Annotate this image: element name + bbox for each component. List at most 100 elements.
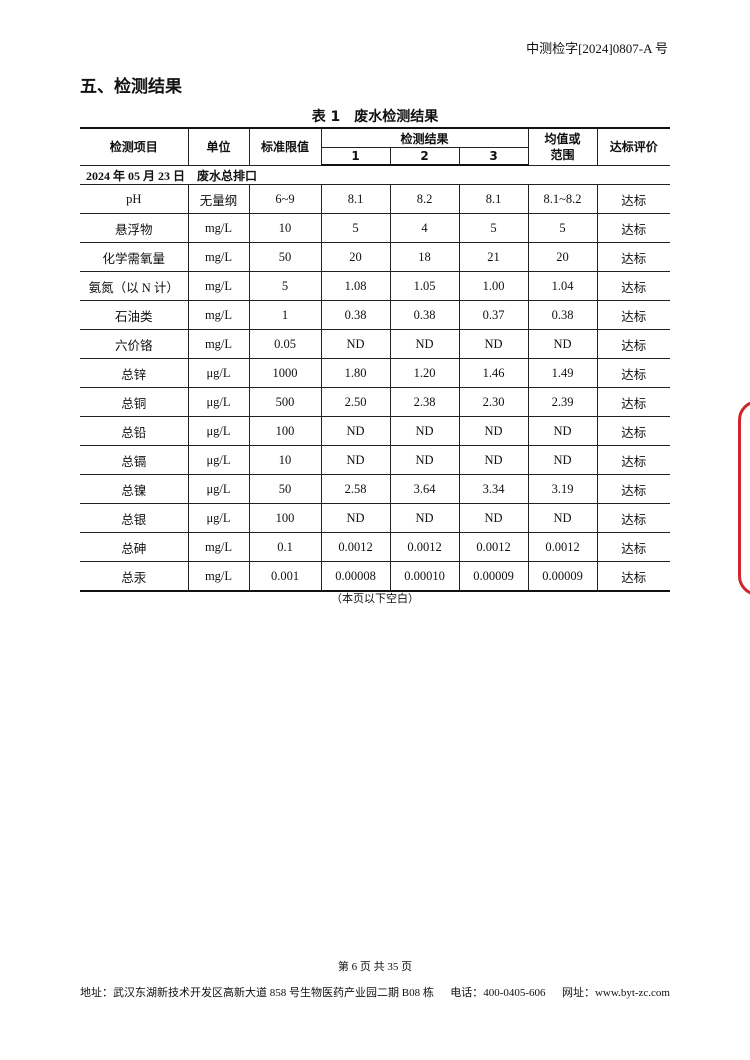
table-row: 六价铬 mg/L 0.05 ND ND ND ND 达标 — [80, 329, 670, 359]
cell-r2: 2.38 — [389, 387, 459, 417]
footer-website: 网址：www.byt-zc.com — [561, 987, 670, 999]
cell-item: 化学需氧量 — [80, 242, 188, 272]
cell-unit: 无量纲 — [187, 184, 249, 214]
page-number: 第 6 页 共 35 页 — [337, 961, 413, 973]
table-row: 总镉 μg/L 10 ND ND ND ND 达标 — [80, 445, 670, 475]
cell-unit: μg/L — [187, 416, 249, 446]
cell-unit: mg/L — [187, 561, 249, 592]
cell-unit: mg/L — [187, 242, 249, 272]
cell-limit: 50 — [248, 474, 321, 504]
cell-item: 总镉 — [80, 445, 188, 475]
cell-r3: 21 — [458, 242, 528, 272]
table-row: 总银 μg/L 100 ND ND ND ND 达标 — [80, 503, 670, 533]
cell-mean: ND — [527, 329, 597, 359]
header-r3: 3 — [458, 147, 528, 166]
cell-eval: 达标 — [596, 503, 670, 533]
cell-limit: 100 — [248, 416, 321, 446]
header-limit: 标准限值 — [248, 127, 321, 166]
header-mean: 均值或范围 — [527, 127, 597, 166]
header-item: 检测项目 — [80, 127, 188, 166]
cell-r3: 5 — [458, 213, 528, 243]
cell-r3: ND — [458, 445, 528, 475]
cell-item: 总汞 — [80, 561, 188, 592]
cell-r3: 1.00 — [458, 271, 528, 301]
cell-item: pH — [80, 184, 188, 214]
cell-mean: ND — [527, 503, 597, 533]
cell-r3: 2.30 — [458, 387, 528, 417]
cell-r1: 5 — [320, 213, 390, 243]
cell-r3: ND — [458, 503, 528, 533]
cell-r1: ND — [320, 329, 390, 359]
cell-unit: μg/L — [187, 387, 249, 417]
cell-limit: 10 — [248, 213, 321, 243]
cell-eval: 达标 — [596, 532, 670, 562]
cell-item: 六价铬 — [80, 329, 188, 359]
cell-limit: 10 — [248, 445, 321, 475]
cell-item: 氨氮（以 N 计） — [80, 271, 188, 301]
table-caption: 表 1 废水检测结果 — [311, 109, 439, 125]
cell-unit: mg/L — [187, 329, 249, 359]
cell-item: 悬浮物 — [80, 213, 188, 243]
cell-item: 石油类 — [80, 300, 188, 330]
cell-r2: 4 — [389, 213, 459, 243]
cell-unit: mg/L — [187, 271, 249, 301]
header-r2: 2 — [389, 147, 459, 166]
table-row: 氨氮（以 N 计） mg/L 5 1.08 1.05 1.00 1.04 达标 — [80, 271, 670, 301]
cell-item: 总砷 — [80, 532, 188, 562]
footer-address: 地址：武汉东湖新技术开发区高新大道 858 号生物医药产业园二期 B08 栋 — [80, 987, 434, 999]
table-row: 总镍 μg/L 50 2.58 3.64 3.34 3.19 达标 — [80, 474, 670, 504]
cell-r3: 1.46 — [458, 358, 528, 388]
cell-r1: 1.80 — [320, 358, 390, 388]
header-results: 检测结果 — [320, 127, 528, 148]
cell-limit: 1 — [248, 300, 321, 330]
cell-limit: 1000 — [248, 358, 321, 388]
cell-r1: ND — [320, 503, 390, 533]
cell-limit: 5 — [248, 271, 321, 301]
cell-r2: 8.2 — [389, 184, 459, 214]
cell-mean: 5 — [527, 213, 597, 243]
cell-r3: 3.34 — [458, 474, 528, 504]
cell-r2: ND — [389, 503, 459, 533]
cell-mean: 1.04 — [527, 271, 597, 301]
cell-r3: 0.00009 — [458, 561, 528, 592]
cell-eval: 达标 — [596, 329, 670, 359]
cell-limit: 0.05 — [248, 329, 321, 359]
cell-item: 总铜 — [80, 387, 188, 417]
cell-limit: 6~9 — [248, 184, 321, 214]
cell-r2: ND — [389, 445, 459, 475]
cell-limit: 100 — [248, 503, 321, 533]
header-unit: 单位 — [187, 127, 249, 166]
cell-r3: 8.1 — [458, 184, 528, 214]
cell-r2: ND — [389, 329, 459, 359]
cell-limit: 50 — [248, 242, 321, 272]
cell-r1: 2.50 — [320, 387, 390, 417]
header-eval: 达标评价 — [596, 127, 670, 166]
cell-unit: μg/L — [187, 474, 249, 504]
cell-eval: 达标 — [596, 271, 670, 301]
cell-r2: 3.64 — [389, 474, 459, 504]
cell-limit: 0.001 — [248, 561, 321, 592]
cell-unit: mg/L — [187, 300, 249, 330]
cell-eval: 达标 — [596, 416, 670, 446]
cell-unit: μg/L — [187, 358, 249, 388]
cell-mean: 0.0012 — [527, 532, 597, 562]
cell-unit: mg/L — [187, 213, 249, 243]
cell-r1: 0.0012 — [320, 532, 390, 562]
cell-limit: 500 — [248, 387, 321, 417]
cell-r3: 0.0012 — [458, 532, 528, 562]
cell-limit: 0.1 — [248, 532, 321, 562]
cell-eval: 达标 — [596, 184, 670, 214]
cell-mean: 0.38 — [527, 300, 597, 330]
cell-r2: 18 — [389, 242, 459, 272]
cell-r2: ND — [389, 416, 459, 446]
cell-mean: 0.00009 — [527, 561, 597, 592]
seal-stamp — [738, 400, 750, 596]
table-row: 化学需氧量 mg/L 50 20 18 21 20 达标 — [80, 242, 670, 272]
cell-r1: ND — [320, 445, 390, 475]
table-row: 总锌 μg/L 1000 1.80 1.20 1.46 1.49 达标 — [80, 358, 670, 388]
cell-mean: 20 — [527, 242, 597, 272]
cell-r1: 2.58 — [320, 474, 390, 504]
cell-item: 总锌 — [80, 358, 188, 388]
cell-item: 总银 — [80, 503, 188, 533]
